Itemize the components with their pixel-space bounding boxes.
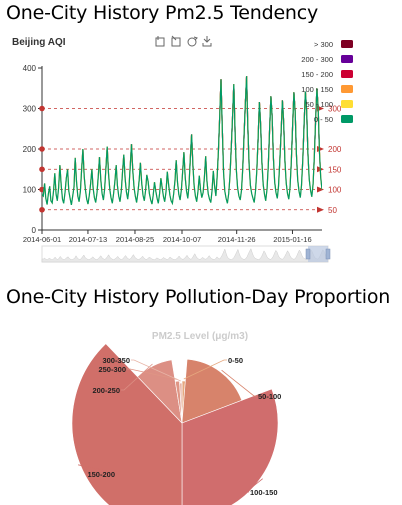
pie-label: 200-250 [92,386,120,395]
legend-label: 100 - 150 [301,85,333,94]
pie-label-line [121,363,153,391]
pollution-pie-chart: PM2.5 Level (μg/m3) 0-50 50-100 100-150 150… [71,331,281,505]
legend-swatch [341,55,353,63]
pie-slice-150-200 [71,343,183,505]
y-tick-label: 100 [23,186,37,195]
pie-label: 0-50 [228,356,243,365]
mark-line-arrow [317,186,324,193]
proportion-section-title: One-City History Pollution-Day Proportio… [6,286,391,308]
x-tick-label: 2014-10-07 [163,235,201,244]
mark-line-start-point [39,206,45,213]
legend-swatch [341,85,353,93]
pie-labels: 0-50 50-100 100-150 150-200 200-250 250-30030… [78,356,281,497]
pie-label: 250-300 [98,365,126,374]
y-tick-label: 400 [23,64,37,73]
zoom-icon[interactable] [155,36,165,47]
legend-swatch [341,115,353,123]
y-tick-label: 300 [23,105,37,114]
mark-line-start-point [39,105,45,112]
pie-label: 50-100 [258,392,281,401]
legend-label: 200 - 300 [301,55,333,64]
pie-label-line [127,368,178,380]
mark-line-label: 150 [328,165,342,174]
x-tick-label: 2015-01-16 [273,235,311,244]
legend-swatch [341,100,353,108]
legend-item[interactable]: 50 - 100 [305,100,353,109]
data-zoom-handle-right [325,248,331,260]
pie-label: 300-350 [102,356,130,365]
legend-label: > 300 [314,40,333,49]
chart-title: Beijing AQI [12,37,66,48]
pie-slice-200-250 [137,359,183,424]
pie-label-line [244,478,263,493]
mark-line-label: 300 [328,105,342,114]
restore-icon[interactable] [187,36,198,47]
pie-label-line [221,369,257,397]
pie-label: 150-200 [87,470,115,479]
x-tick-label: 2014-11-26 [218,235,256,244]
legend-item[interactable]: > 300 [314,40,353,49]
legend-swatch [341,40,353,48]
pie-label-line [78,464,120,475]
pie-title: PM2.5 Level (μg/m3) [152,331,248,342]
mark-line-arrow [317,206,324,213]
legend-label: 150 - 200 [301,70,333,79]
legend-label: 0 - 50 [314,115,333,124]
download-icon[interactable] [202,36,212,47]
pie-slice-50-100 [181,358,243,424]
legend-item[interactable]: 100 - 150 [301,85,353,94]
y-tick-label: 0 [32,226,37,235]
x-axis: 2014-06-01 2014-07-13 2014-08-25 2014-10-07… [23,229,322,244]
toolbox [155,35,212,47]
x-tick-label: 2014-07-13 [69,235,107,244]
aqi-series [42,76,322,206]
mark-line-label: 50 [328,206,337,215]
legend: > 300 200 - 300 150 - 200 100 - 150 50 - 100… [301,40,353,124]
mark-line-label: 200 [328,145,342,154]
legend-item[interactable]: 200 - 300 [301,55,353,64]
data-zoom-slider[interactable] [41,245,331,263]
data-zoom-preview [41,248,329,263]
pie-label-line [131,359,181,382]
legend-label: 50 - 100 [305,100,333,109]
pie-slice-250-300 [174,380,183,424]
legend-item[interactable]: 150 - 200 [301,70,353,79]
data-zoom-window [308,246,328,262]
x-tick-label: 2014-08-25 [116,235,154,244]
pie-label: 100-150 [250,488,278,497]
series-line-0-50 [42,76,322,206]
tendency-section-title: One-City History Pm2.5 Tendency [6,2,319,24]
mark-line-start-point [39,166,45,173]
mark-line-start-point [39,146,45,152]
pie-label-line [183,359,227,380]
mark-line-label: 100 [328,186,342,195]
pie-slice-300-350 [179,382,183,424]
x-tick-label: 2014-06-01 [23,235,61,244]
pie-slices [71,343,279,505]
y-tick-label: 200 [23,145,37,154]
data-zoom-handle-left [305,248,311,260]
legend-swatch [341,70,353,78]
legend-item[interactable]: 0 - 50 [314,115,353,124]
zoom-reset-icon[interactable] [171,35,181,47]
y-axis: 0 100 200 300 400 [23,64,43,235]
mark-line-arrow [317,146,324,152]
pie-slice-100-150 [181,388,279,505]
